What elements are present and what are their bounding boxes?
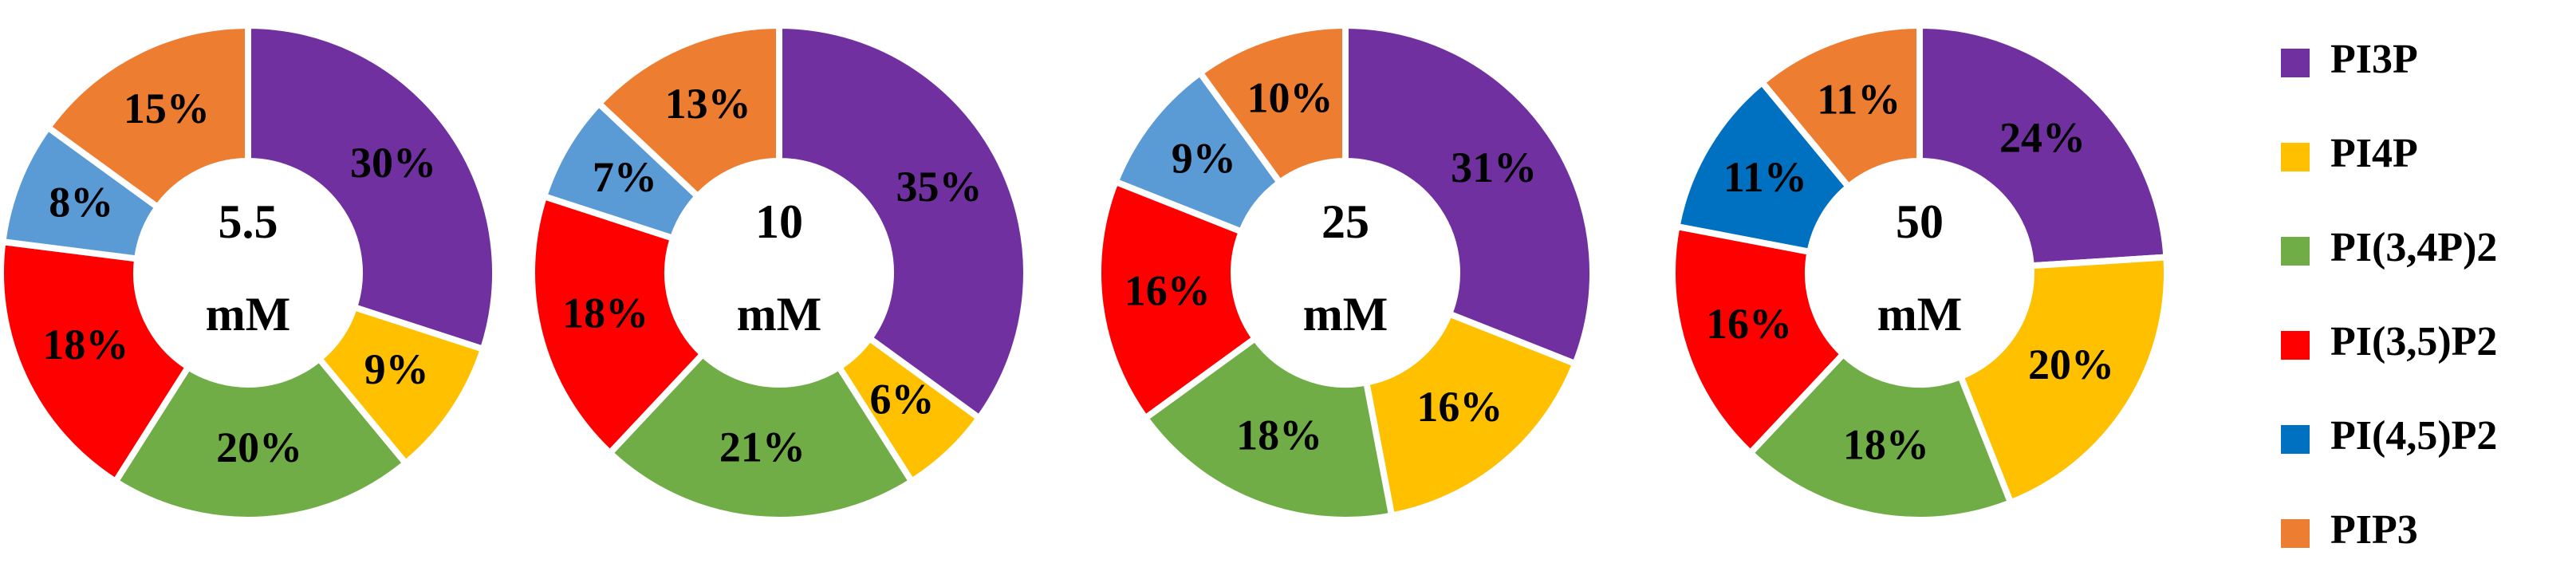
donut-slice [1095,177,1260,423]
data-label: 31% [1451,144,1537,191]
legend-swatch [2281,49,2310,77]
legend-label: PI3P [2330,37,2418,82]
data-label: 24% [1999,113,2086,161]
data-label: 20% [216,423,302,471]
donut-slice [529,192,707,458]
data-label: 16% [1706,300,1792,348]
donut-slice [1140,333,1396,523]
donut-slice [594,22,782,201]
donut-slice [0,238,193,486]
data-label: 10% [1247,73,1333,121]
data-label: 8% [49,179,113,226]
data-label: 35% [896,163,982,211]
data-label: 30% [350,139,436,187]
data-label: 11% [1817,76,1900,124]
center-unit: mM [737,288,822,341]
data-label: 16% [1125,267,1211,315]
data-label: 11% [1723,153,1807,201]
data-label: 18% [42,321,128,368]
legend-swatch [2281,331,2310,360]
legend-swatch [2281,237,2310,266]
legend-label: PI(3,4P)2 [2330,225,2497,270]
donut-slice [1757,22,1923,191]
center-unit: mM [1303,288,1388,341]
data-label: 9% [1172,134,1236,182]
legend-label: PI(3,5)P2 [2330,319,2497,364]
donut-slice [245,22,498,353]
data-label: 7% [593,153,657,201]
donut-slice [1746,349,2015,523]
legend-label: PI(4,5)P2 [2330,413,2497,459]
center-value: 5.5 [219,195,278,248]
donut-slice [43,22,251,212]
data-label: 13% [665,80,751,128]
legend-label: PIP3 [2330,507,2418,553]
data-label: 15% [124,85,210,132]
donut-slice [605,349,916,524]
donut-slice [1672,77,1853,256]
donut-slice [111,354,411,523]
data-label: 18% [1236,412,1322,459]
donut-slice [1342,22,1596,368]
center-unit: mM [206,288,291,341]
donut-slice [776,22,1030,423]
data-label: 16% [1416,383,1503,431]
legend-swatch [2281,425,2310,454]
legend-swatch [2281,519,2310,548]
legend-swatch [2281,143,2310,171]
data-label: 9% [364,345,429,393]
donut-slice [1916,22,2170,270]
data-label: 21% [719,423,805,471]
center-value: 10 [755,195,803,248]
data-label: 6% [870,375,935,423]
data-label: 18% [1843,420,1929,468]
center-unit: mM [1877,288,1963,341]
donut-slice [1195,22,1349,187]
donut-slice [1669,223,1848,458]
donut-slice [1956,254,2170,507]
legend-label: PI4P [2330,131,2418,176]
data-label: 18% [562,289,648,337]
center-value: 25 [1321,195,1369,248]
donut-slice [1362,309,1580,520]
data-label: 20% [2028,341,2114,388]
center-value: 50 [1896,195,1944,248]
